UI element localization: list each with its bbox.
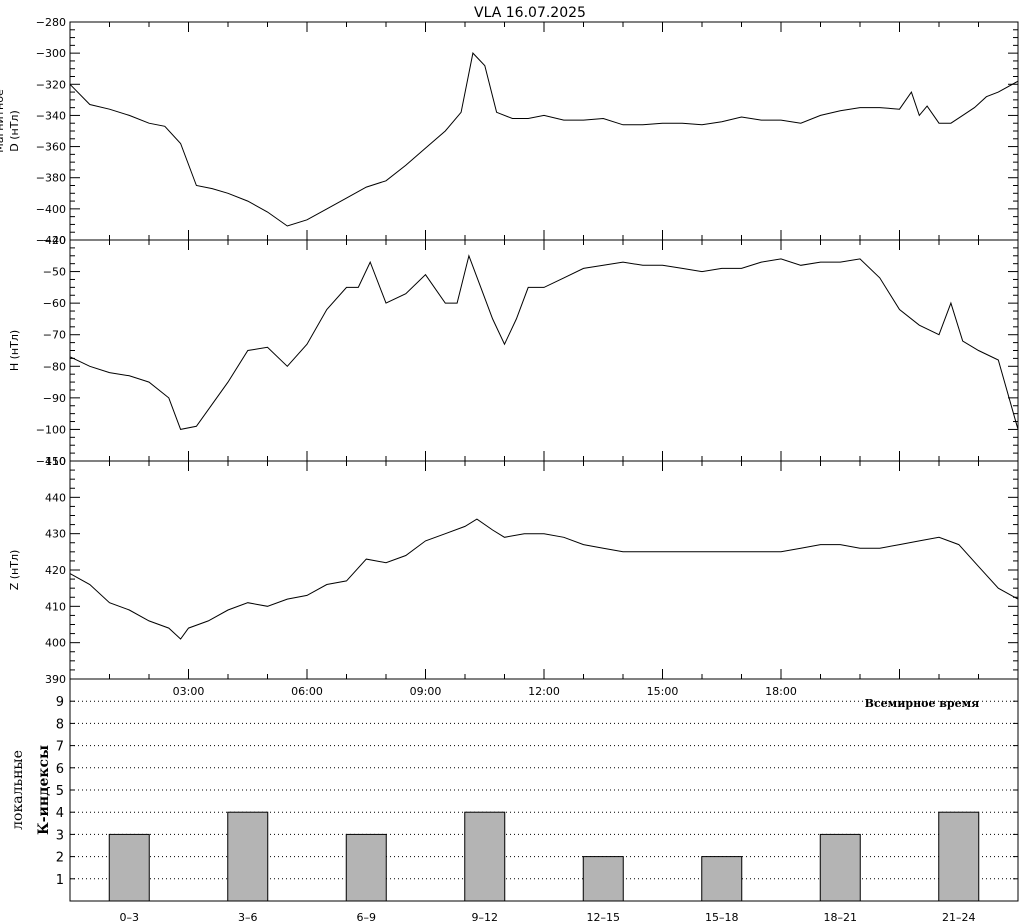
k-index-bar [464, 811, 506, 902]
x-axis-label: Всемирное время [865, 697, 980, 710]
y-tick-label: 410 [45, 600, 66, 613]
y-axis-label: D (нТл) [8, 110, 21, 152]
x-tick-label: 12:00 [528, 685, 560, 698]
y-tick-label: −380 [36, 172, 66, 185]
panel-frame [69, 239, 1019, 462]
y-axis-label: К-индексы [36, 745, 52, 835]
y-tick-label: −90 [43, 392, 66, 405]
y-axis-label: Z (нТл) [8, 550, 21, 591]
y-tick-label: 450 [45, 455, 66, 468]
y-tick-label: 420 [45, 564, 66, 577]
y-tick-label: −60 [43, 297, 66, 310]
category-label: 15–18 [705, 911, 739, 921]
y-tick-label: −300 [36, 47, 66, 60]
y-axis-label-extra: локальные [10, 750, 26, 830]
k-index-bar [819, 833, 861, 902]
series-line-z [69, 518, 1019, 640]
y-tick-label: −40 [43, 234, 66, 247]
y-tick-label: −100 [36, 423, 66, 436]
k-index-bar [345, 833, 387, 902]
x-tick-label: 09:00 [410, 685, 442, 698]
category-label: 0–3 [120, 911, 140, 921]
x-tick-label: 03:00 [173, 685, 205, 698]
category-label: 9–12 [472, 911, 499, 921]
y-tick-label: 390 [45, 673, 66, 686]
category-label: 6–9 [357, 911, 377, 921]
y-tick-label: −320 [36, 78, 66, 91]
k-index-bar [227, 811, 269, 902]
y-tick-label: 7 [56, 740, 64, 755]
panel-frame [69, 678, 1019, 902]
y-tick-label: 4 [56, 806, 64, 821]
y-tick-label: −110 [36, 455, 66, 468]
y-tick-label: 9 [56, 695, 64, 710]
series-line-d [69, 52, 1019, 227]
category-label: 3–6 [238, 911, 258, 921]
chart-title: VLA 16.07.2025 [474, 5, 586, 21]
y-tick-label: −70 [43, 329, 66, 342]
panel-h: −110 −100 −90 −80 −70 −60 −50 −40 H (нТл) [8, 234, 1019, 468]
y-tick-label: 3 [56, 828, 64, 843]
y-tick-label: 400 [45, 637, 66, 650]
y-tick-label: 2 [56, 851, 64, 866]
category-label: 18–21 [824, 911, 858, 921]
panel-frame [69, 21, 1019, 241]
y-tick-label: −420 [36, 234, 66, 247]
panel-k: 1 2 3 4 5 6 7 8 9 0–3 3–6 6–9 9–12 12–15 15–18 18–21 21–… [10, 678, 1019, 921]
y-tick-label: −280 [36, 16, 66, 29]
y-tick-label: −50 [43, 266, 66, 279]
k-index-bar [938, 811, 980, 902]
y-tick-label: 1 [56, 873, 64, 888]
x-tick-label: 18:00 [765, 685, 797, 698]
k-index-bar [108, 833, 150, 902]
k-index-bar [582, 856, 624, 902]
series-line-h [69, 254, 1019, 430]
y-tick-label: −400 [36, 203, 66, 216]
y-tick-label: 8 [56, 717, 64, 732]
y-axis-label-extra: Магнитное [0, 89, 6, 153]
plot-area: −420 −400 −380 −360 −340 −320 −300 −280 D (нТл)М… [0, 16, 1019, 921]
panel-z: 390 400 410 420 430 440 450 Z (нТл) 03:00 06:00 09… [8, 455, 1019, 710]
x-tick-label: 15:00 [647, 685, 679, 698]
x-tick-label: 06:00 [291, 685, 323, 698]
y-tick-label: 5 [56, 784, 64, 799]
category-label: 21–24 [942, 911, 976, 921]
y-tick-label: 6 [56, 762, 64, 777]
k-index-bar [701, 856, 743, 902]
category-label: 12–15 [587, 911, 621, 921]
y-tick-label: −340 [36, 109, 66, 122]
y-axis-label: H (нТл) [8, 330, 21, 371]
y-tick-label: −80 [43, 360, 66, 373]
panel-d: −420 −400 −380 −360 −340 −320 −300 −280 D (нТл)М… [0, 16, 1019, 247]
y-tick-label: 440 [45, 491, 66, 504]
panel-frame [69, 460, 1019, 680]
y-tick-label: 430 [45, 528, 66, 541]
y-tick-label: −360 [36, 141, 66, 154]
